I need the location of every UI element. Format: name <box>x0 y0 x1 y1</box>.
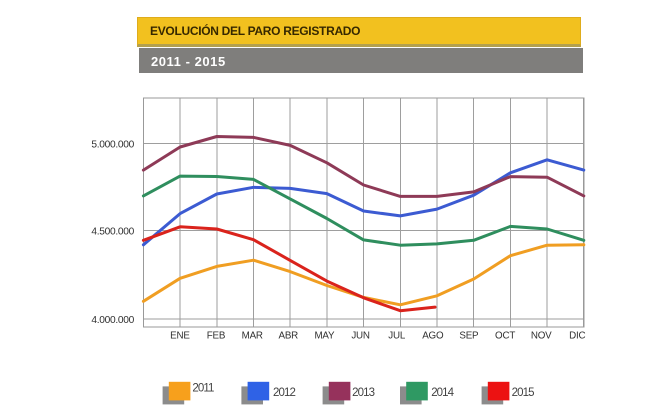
svg-text:AGO: AGO <box>422 331 444 342</box>
svg-text:2014: 2014 <box>431 387 454 399</box>
svg-text:SEP: SEP <box>459 331 479 342</box>
svg-text:4.500.000: 4.500.000 <box>91 227 134 238</box>
svg-text:2012: 2012 <box>273 387 295 399</box>
svg-text:DIC: DIC <box>569 331 585 342</box>
svg-text:4.000.000: 4.000.000 <box>91 315 134 326</box>
svg-text:FEB: FEB <box>207 331 226 342</box>
svg-text:NOV: NOV <box>531 331 552 342</box>
svg-text:JUN: JUN <box>351 331 370 342</box>
svg-text:2011: 2011 <box>192 383 214 395</box>
svg-text:ABR: ABR <box>279 331 299 342</box>
svg-text:MAR: MAR <box>242 331 263 342</box>
svg-text:2015: 2015 <box>512 387 534 399</box>
svg-text:5.000.000: 5.000.000 <box>91 140 134 151</box>
svg-text:JUL: JUL <box>388 331 406 342</box>
svg-text:ENE: ENE <box>170 331 190 342</box>
svg-text:OCT: OCT <box>495 331 515 342</box>
svg-text:MAY: MAY <box>314 331 335 342</box>
svg-text:2013: 2013 <box>352 387 374 399</box>
